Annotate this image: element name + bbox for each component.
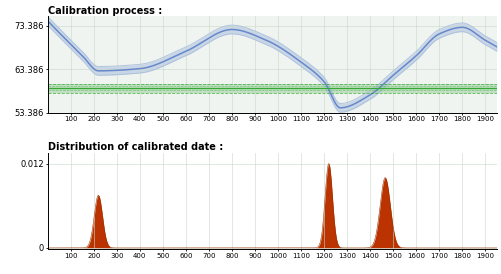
Text: Calibration process :: Calibration process : [48, 6, 162, 16]
Text: Distribution of calibrated date :: Distribution of calibrated date : [48, 142, 222, 152]
